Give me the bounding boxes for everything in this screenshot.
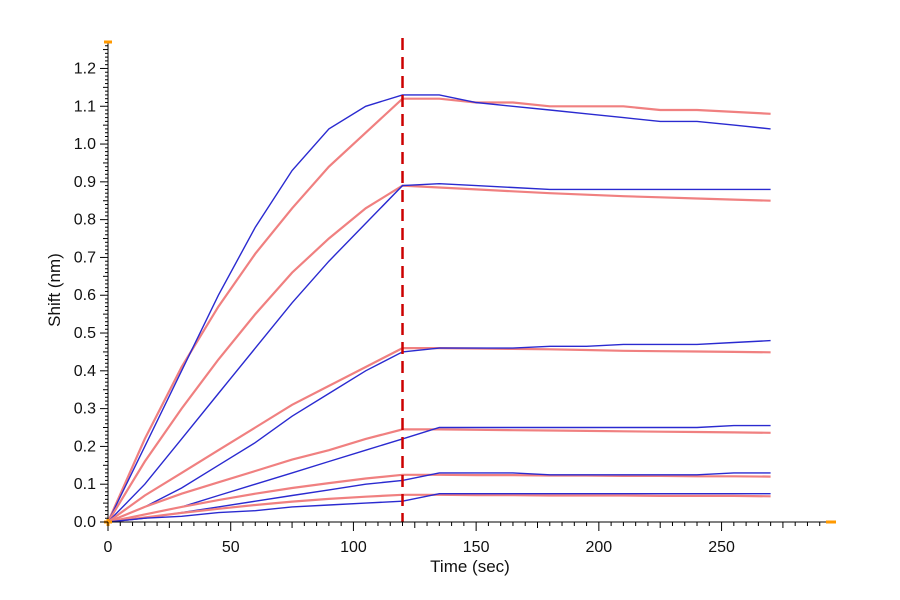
measured-curve-6 [107,493,771,523]
measured-curve-5 [107,472,771,523]
y-tick-label: 0.2 [74,438,96,455]
plot-area [106,94,771,524]
y-tick-label: 0.0 [74,514,96,531]
fit-curve-6 [107,493,771,524]
y-tick-label: 0.5 [74,325,96,342]
x-tick-label: 200 [585,539,612,556]
y-axis-title: Shift (nm) [45,253,64,327]
y-tick-label: 0.1 [74,476,96,493]
y-tick-label: 0.6 [74,287,96,304]
measured-curve-3 [107,339,771,523]
fit-curve-4 [107,428,771,524]
measured-curve-2 [107,182,771,523]
axes: 0.0 0.1 0.2 0.3 0.4 0.5 0.6 0.7 0.8 0.9 1.0 1.1 1.2 0… [74,40,836,556]
fit-curve-2 [107,184,771,523]
x-tick-label: 100 [340,539,367,556]
measured-curve-1 [107,94,771,523]
x-tick-label: 50 [222,539,240,556]
x-tick-label: 150 [463,539,490,556]
x-tick-label: 0 [104,539,113,556]
x-axis-title: Time (sec) [430,557,510,576]
y-tick-label: 1.2 [74,60,96,77]
y-tick-label: 0.3 [74,401,96,418]
y-tick-label: 0.8 [74,212,96,229]
fit-curve-1 [106,97,771,523]
y-tick-label: 0.4 [74,363,96,380]
y-tick-label: 0.9 [74,174,96,191]
x-tick-label: 250 [708,539,735,556]
y-tick-label: 1.1 [74,98,96,115]
y-tick-label: 0.7 [74,249,96,266]
y-tick-label: 1.0 [74,136,96,153]
fit-curve-5 [107,473,771,524]
measured-curve-4 [107,424,771,523]
